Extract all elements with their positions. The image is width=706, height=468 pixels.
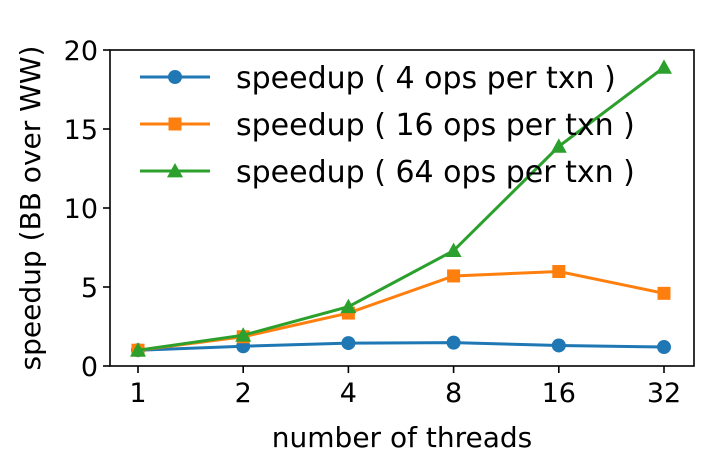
legend: speedup ( 4 ops per txn ) speedup ( 16 op… <box>140 61 635 190</box>
legend-item: speedup ( 16 ops per txn ) <box>140 108 635 143</box>
legend-item: speedup ( 4 ops per txn ) <box>140 61 616 96</box>
data-point <box>552 265 566 279</box>
data-point <box>447 269 461 283</box>
y-tick-label: 10 <box>64 194 98 225</box>
y-tick-label: 5 <box>81 273 98 304</box>
legend-label: speedup ( 64 ops per txn ) <box>236 155 635 190</box>
data-point <box>341 336 356 351</box>
legend-marker <box>168 117 182 131</box>
x-tick-label: 2 <box>235 378 252 409</box>
data-point <box>550 138 567 153</box>
data-point <box>445 242 462 258</box>
x-tick-label: 4 <box>340 378 357 409</box>
y-tick-label: 20 <box>64 36 98 67</box>
legend-marker <box>168 70 182 84</box>
data-point <box>130 342 146 357</box>
data-point <box>235 327 252 342</box>
series-3 <box>130 59 672 357</box>
x-axis-label: number of threads <box>272 421 532 454</box>
axes-layer: 1 2 4 8 16 32 0 5 10 15 20 <box>64 36 682 409</box>
y-axis-label: speedup (BB over WW) <box>14 46 47 371</box>
legend-label: speedup ( 4 ops per txn ) <box>236 61 616 96</box>
data-point <box>656 59 672 74</box>
legend-item: speedup ( 64 ops per txn ) <box>140 155 635 190</box>
x-tick-label: 16 <box>542 378 576 409</box>
x-tick-label: 8 <box>445 378 462 409</box>
data-point <box>340 298 357 314</box>
series-line <box>137 341 665 352</box>
series-line <box>137 66 665 352</box>
data-point <box>446 335 461 350</box>
y-tick-label: 15 <box>64 115 98 146</box>
x-tick-label: 1 <box>129 378 146 409</box>
x-tick-label: 32 <box>647 378 681 409</box>
data-point <box>657 340 671 355</box>
legend-label: speedup ( 16 ops per txn ) <box>236 108 635 143</box>
y-tick-label: 0 <box>81 352 98 383</box>
series-layer <box>130 59 672 358</box>
legend-marker <box>167 163 183 178</box>
data-point <box>551 338 566 353</box>
data-point <box>657 286 671 300</box>
